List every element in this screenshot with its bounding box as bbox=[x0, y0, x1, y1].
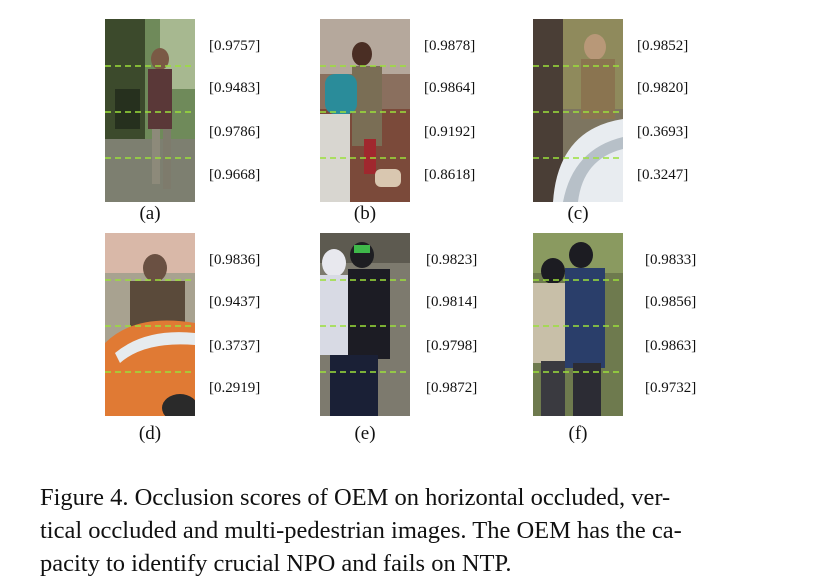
panel-label: (a) bbox=[139, 203, 161, 224]
occlusion-score: [0.9856] bbox=[645, 294, 697, 310]
caption-line: Figure 4. Occlusion scores of OEM on hor… bbox=[40, 484, 671, 511]
occlusion-score: [0.9852] bbox=[637, 38, 689, 54]
panel-label: (d) bbox=[138, 423, 162, 444]
occlusion-score: [0.9732] bbox=[645, 380, 697, 396]
panel-label: (e) bbox=[354, 423, 376, 444]
occlusion-score: [0.9833] bbox=[645, 252, 697, 268]
occlusion-score: [0.9192] bbox=[424, 124, 476, 140]
occlusion-score: [0.9872] bbox=[426, 380, 478, 396]
occlusion-score: [0.9798] bbox=[426, 338, 478, 354]
occlusion-score: [0.9820] bbox=[637, 80, 689, 96]
panel-label: (b) bbox=[353, 203, 377, 224]
occlusion-score: [0.9437] bbox=[209, 294, 261, 310]
caption-line: tical occluded and multi-pedestrian imag… bbox=[40, 517, 682, 544]
occlusion-score: [0.9878] bbox=[424, 38, 476, 54]
occlusion-score: [0.9757] bbox=[209, 38, 261, 54]
occlusion-score: [0.3247] bbox=[637, 167, 689, 183]
occlusion-score: [0.9823] bbox=[426, 252, 478, 268]
pedestrian-image-a bbox=[105, 19, 195, 202]
occlusion-score: [0.9483] bbox=[209, 80, 261, 96]
occlusion-score: [0.3693] bbox=[637, 124, 689, 140]
occlusion-score: [0.9863] bbox=[645, 338, 697, 354]
occlusion-divider-lines bbox=[105, 65, 195, 159]
pedestrian-image-f bbox=[533, 233, 623, 416]
occlusion-score: [0.8618] bbox=[424, 167, 476, 183]
occlusion-score: [0.9668] bbox=[209, 167, 261, 183]
occlusion-score: [0.9836] bbox=[209, 252, 261, 268]
pedestrian-image-b bbox=[320, 19, 410, 202]
figure-caption: Figure 4. Occlusion scores of OEM on hor… bbox=[40, 481, 780, 580]
pedestrian-image-c bbox=[533, 19, 623, 202]
pedestrian-image-d bbox=[105, 233, 195, 416]
occlusion-score: [0.2919] bbox=[209, 380, 261, 396]
panel-label: (c) bbox=[567, 203, 589, 224]
occlusion-score: [0.9786] bbox=[209, 124, 261, 140]
occlusion-score: [0.9814] bbox=[426, 294, 478, 310]
pedestrian-image-e bbox=[320, 233, 410, 416]
occlusion-score: [0.9864] bbox=[424, 80, 476, 96]
panel-label: (f) bbox=[568, 423, 588, 444]
caption-line: pacity to identify crucial NPO and fails… bbox=[40, 550, 512, 577]
occlusion-score: [0.3737] bbox=[209, 338, 261, 354]
